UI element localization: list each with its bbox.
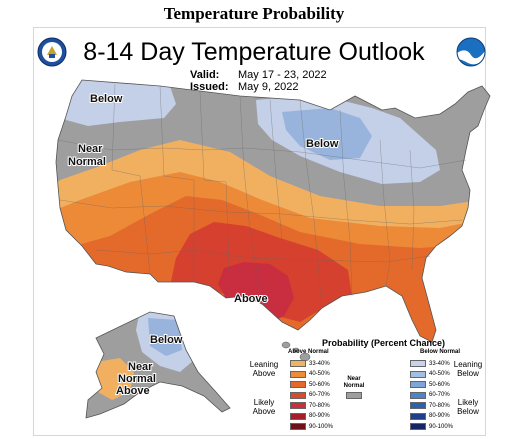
issued-value: May 9, 2022 [238,81,299,93]
issued-label: Issued: [190,81,229,93]
doc-seal-icon [37,37,67,67]
legend-likely-below: Likely Below [457,398,479,416]
state-borders [57,83,467,309]
legend-above-label: 33-40% [309,360,330,367]
label-above-alaska: Above [116,385,150,397]
legend-above-row: 50-60% [290,380,330,389]
legend-above-header: Above Normal [288,349,329,355]
legend-above-swatch [290,412,306,420]
legend-leaning-below: Leaning Below [453,360,483,378]
legend-near-normal: Near Normal [342,376,366,399]
label-near-alaska-line2: Normal [118,373,156,385]
legend-above-row: 90-100% [290,422,333,431]
legend-below-label: 50-60% [429,381,450,388]
legend-below-label: 60-70% [429,392,450,398]
legend-above-swatch [290,402,306,409]
legend-title: Probability (Percent Chance) [322,338,446,348]
issued-line: Issued: May 9, 2022 [190,81,299,93]
legend-above-row: 40-50% [290,370,330,379]
legend: Probability (Percent Chance) Above Norma… [250,334,486,436]
legend-below-row: 80-90% [410,412,450,421]
legend-below-label: 90-100% [429,423,454,430]
legend-near-normal-label: Near Normal [343,376,365,389]
conus-outline [55,79,491,343]
alaska-shading [86,312,230,418]
legend-below-swatch [410,423,426,430]
legend-above-swatch [290,381,306,388]
label-near-normal-line1: Near [78,143,103,155]
alaska-below-core [148,318,182,356]
legend-below-swatch [410,412,426,420]
legend-below-row: 90-100% [410,422,453,431]
legend-below-label: 33-40% [429,360,450,367]
alaska-above-area [96,358,134,400]
legend-above-row: 60-70% [290,391,330,400]
legend-above-swatch [290,423,306,430]
legend-above-label: 40-50% [309,371,330,377]
legend-below-swatch [410,381,426,388]
legend-below-header: Below Normal [420,349,461,355]
alaska-outline [85,311,231,419]
legend-above-row: 33-40% [290,359,330,368]
legend-above-swatch [290,370,306,378]
legend-above-row: 70-80% [290,401,330,410]
legend-below-row: 33-40% [410,359,450,368]
legend-below-swatch [410,391,426,399]
legend-above-row: 80-90% [290,412,330,421]
valid-label: Valid: [190,69,220,81]
label-below-northwest: Below [90,93,123,105]
legend-below-swatch [410,370,426,378]
legend-below-label: 40-50% [429,371,450,377]
legend-below-row: 60-70% [410,391,450,400]
legend-below-swatch [410,402,426,409]
conus-shading [56,80,490,342]
page-heading: Temperature Probability [163,4,345,23]
legend-below-label: 70-80% [429,402,450,409]
legend-below-swatch [410,360,426,367]
legend-above-label: 80-90% [309,413,330,419]
map-title: 8-14 Day Temperature Outlook [83,38,425,66]
legend-above-label: 90-100% [309,423,334,430]
legend-above-label: 60-70% [309,392,330,398]
legend-below-row: 40-50% [410,370,450,379]
legend-near-normal-swatch [346,392,362,399]
below-area-northwest [58,80,176,126]
label-below-alaska: Below [150,334,183,346]
label-above-south: Above [234,293,268,305]
legend-below-row: 70-80% [410,401,450,410]
hawaii-islands [281,341,311,362]
legend-above-swatch [290,360,306,367]
legend-above-label: 70-80% [309,402,330,409]
label-below-greatlakes: Below [306,138,339,150]
valid-line: Valid: May 17 - 23, 2022 [190,69,327,81]
noaa-logo-icon [456,37,486,67]
label-near-alaska-line1: Near [128,361,153,373]
legend-above-swatch [290,391,306,399]
legend-below-row: 50-60% [410,380,450,389]
legend-leaning-above: Leaning Above [249,360,279,378]
legend-below-label: 80-90% [429,413,450,419]
label-near-normal-line2: Normal [68,156,106,168]
legend-above-label: 50-60% [309,381,330,388]
valid-value: May 17 - 23, 2022 [238,69,327,81]
legend-likely-above: Likely Above [252,398,276,416]
